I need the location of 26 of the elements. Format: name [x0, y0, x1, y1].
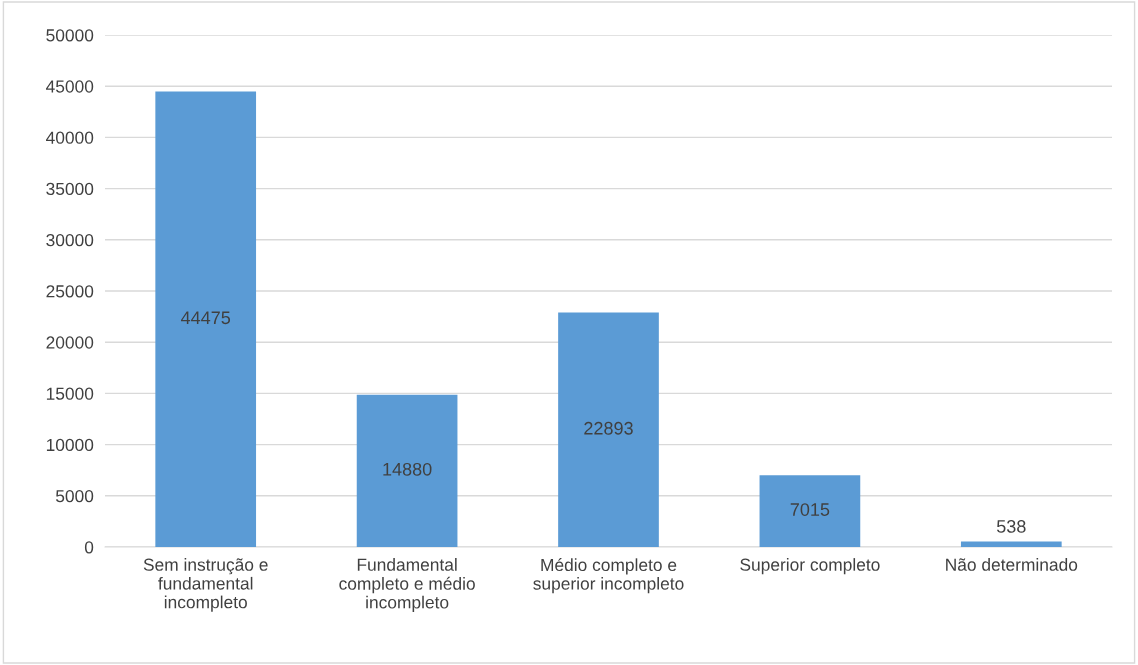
bar	[960, 541, 1062, 547]
data-label: 7015	[790, 503, 830, 516]
y-tick-label: 50000	[46, 29, 94, 42]
bar	[759, 475, 861, 547]
y-tick-label: 0	[84, 541, 94, 554]
data-label: 22893	[584, 421, 633, 435]
y-tick-label: 40000	[46, 131, 94, 144]
bar	[558, 312, 659, 547]
x-tick-label: Médio completo e superior incompleto	[533, 558, 684, 594]
x-tick-label: Não determinado	[946, 558, 1078, 571]
x-tick-label: Fundamental completo e médio incompleto	[339, 558, 475, 612]
y-tick-label: 15000	[46, 387, 94, 400]
y-tick-label: 5000	[55, 489, 94, 503]
data-label: 44475	[181, 311, 231, 325]
y-tick-label: 35000	[46, 182, 94, 196]
x-tick-label: Superior completo	[740, 558, 880, 575]
data-label: 14880	[383, 462, 432, 476]
y-tick-label: 20000	[46, 336, 94, 349]
y-tick-label: 30000	[46, 233, 94, 247]
y-tick-label: 10000	[46, 438, 94, 452]
bar	[356, 394, 458, 547]
data-label: 538	[996, 520, 1026, 533]
x-tick-label: Sem instrução e fundamental incompleto	[143, 558, 268, 612]
y-tick-label: 25000	[46, 285, 94, 298]
bar	[155, 91, 257, 547]
y-tick-label: 45000	[46, 80, 94, 93]
